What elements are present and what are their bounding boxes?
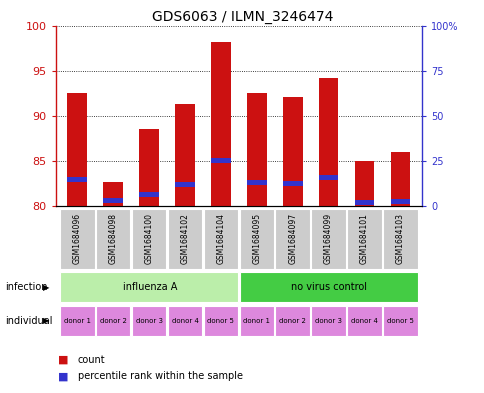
Text: GSM1684098: GSM1684098 [108, 213, 118, 264]
Text: ▶: ▶ [43, 316, 49, 325]
Text: ■: ■ [58, 354, 69, 365]
Text: donor 2: donor 2 [100, 318, 126, 324]
Bar [246, 180, 266, 185]
Bar [239, 272, 417, 302]
Text: no virus control: no virus control [291, 282, 366, 292]
Text: donor 1: donor 1 [64, 318, 91, 324]
Text: donor 5: donor 5 [207, 318, 234, 324]
Bar [282, 181, 302, 186]
Bar [347, 306, 381, 336]
Bar [60, 209, 94, 268]
Text: influenza A: influenza A [122, 282, 177, 292]
Text: donor 3: donor 3 [315, 318, 341, 324]
Bar [318, 78, 338, 206]
Bar [275, 306, 309, 336]
Bar [211, 158, 230, 163]
Bar [246, 93, 266, 206]
Text: GSM1684096: GSM1684096 [73, 213, 82, 264]
Text: GSM1684100: GSM1684100 [144, 213, 153, 264]
Text: GSM1684097: GSM1684097 [287, 213, 297, 264]
Bar [139, 192, 159, 197]
Text: GSM1684104: GSM1684104 [216, 213, 225, 264]
Bar [203, 209, 238, 268]
Text: GSM1684099: GSM1684099 [323, 213, 333, 264]
Bar [167, 306, 202, 336]
Text: donor 2: donor 2 [279, 318, 305, 324]
Bar [96, 209, 130, 268]
Bar [311, 306, 345, 336]
Bar [382, 209, 417, 268]
Bar [311, 209, 345, 268]
Text: GSM1684103: GSM1684103 [395, 213, 404, 264]
Text: donor 3: donor 3 [136, 318, 162, 324]
Text: GDS6063 / ILMN_3246474: GDS6063 / ILMN_3246474 [151, 10, 333, 24]
Bar [67, 93, 87, 206]
Text: GSM1684101: GSM1684101 [359, 213, 368, 264]
Bar [354, 161, 374, 206]
Bar [275, 209, 309, 268]
Bar [67, 177, 87, 182]
Bar [60, 272, 238, 302]
Text: donor 4: donor 4 [350, 318, 377, 324]
Bar [239, 209, 273, 268]
Bar [139, 129, 159, 206]
Bar [132, 209, 166, 268]
Text: count: count [77, 354, 105, 365]
Bar [211, 42, 230, 206]
Text: GSM1684102: GSM1684102 [180, 213, 189, 264]
Bar [347, 209, 381, 268]
Bar [390, 152, 409, 206]
Bar [390, 199, 409, 204]
Bar [282, 97, 302, 206]
Bar [239, 306, 273, 336]
Bar [203, 306, 238, 336]
Text: individual: individual [5, 316, 52, 326]
Bar [96, 306, 130, 336]
Bar [60, 306, 94, 336]
Bar [382, 306, 417, 336]
Bar [103, 198, 123, 204]
Text: percentile rank within the sample: percentile rank within the sample [77, 371, 242, 382]
Bar [167, 209, 202, 268]
Text: infection: infection [5, 282, 47, 292]
Bar [318, 175, 338, 180]
Bar [103, 182, 123, 206]
Bar [354, 200, 374, 205]
Bar [175, 182, 195, 187]
Text: donor 4: donor 4 [171, 318, 198, 324]
Text: donor 1: donor 1 [243, 318, 270, 324]
Text: donor 5: donor 5 [386, 318, 413, 324]
Text: GSM1684095: GSM1684095 [252, 213, 261, 264]
Bar [175, 104, 195, 206]
Text: ■: ■ [58, 371, 69, 382]
Bar [132, 306, 166, 336]
Text: ▶: ▶ [43, 283, 49, 292]
